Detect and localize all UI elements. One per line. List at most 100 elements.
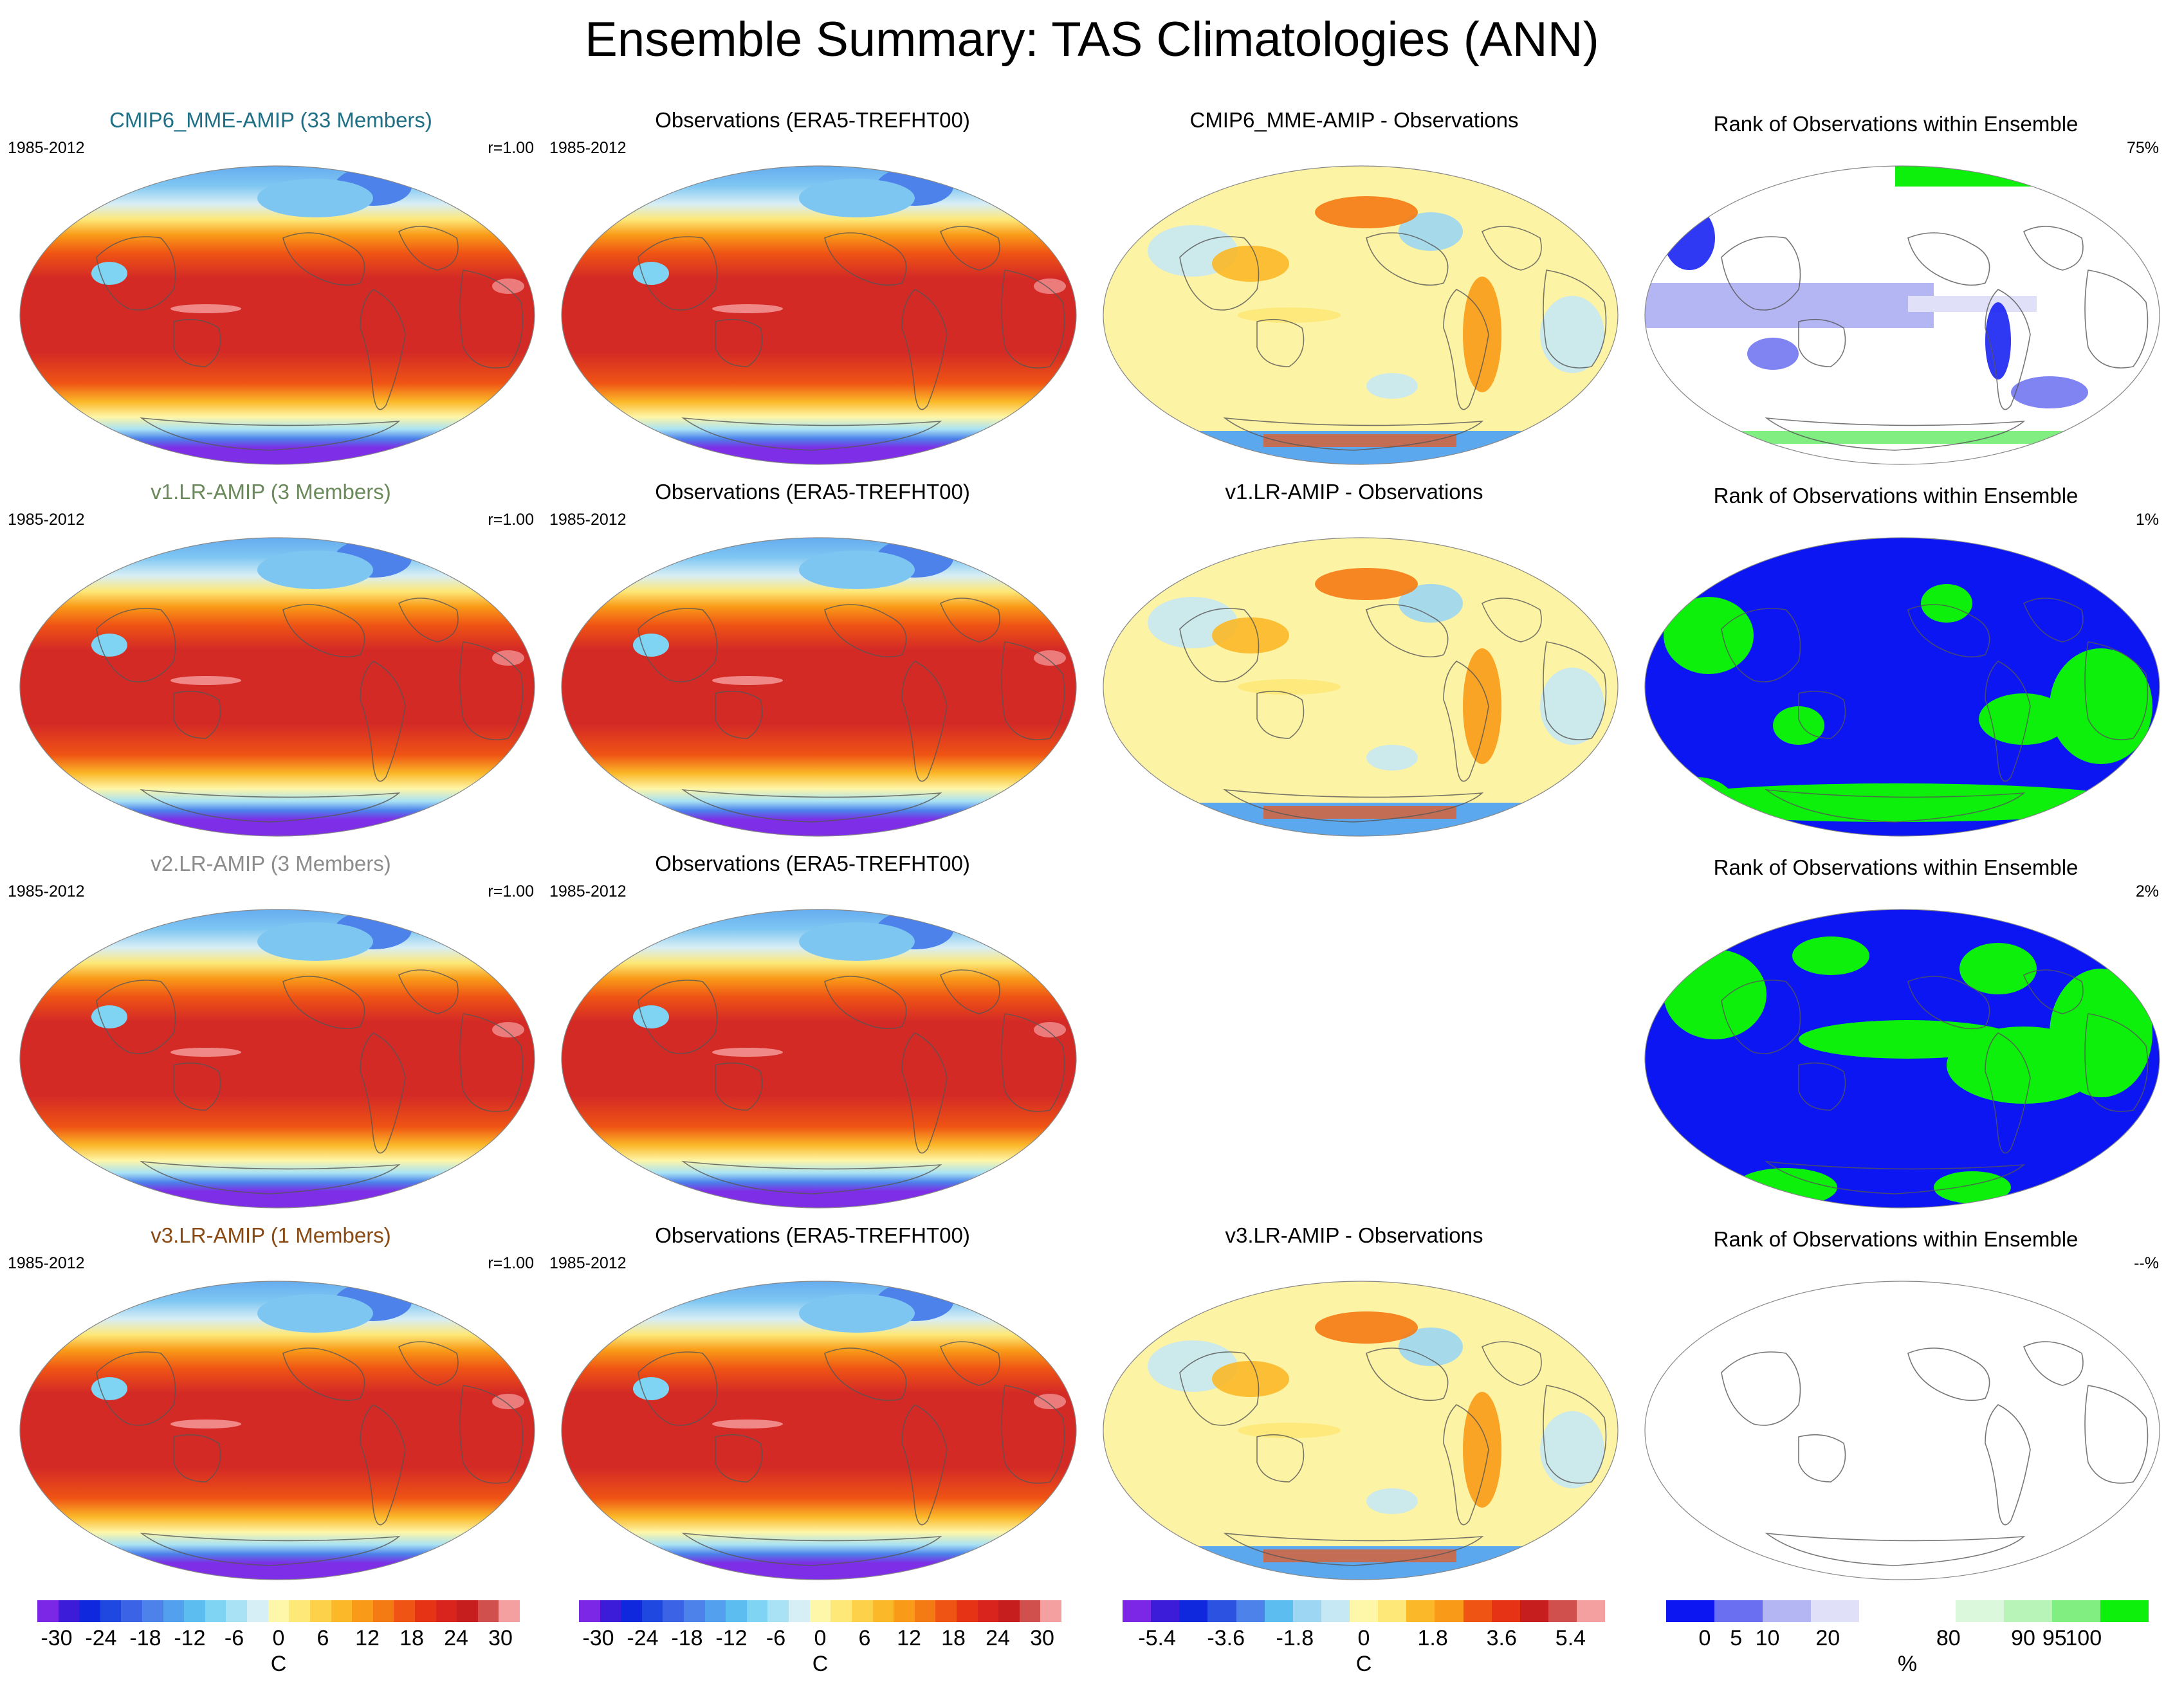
coastline [1481, 1341, 1542, 1386]
cold-region-tibet [91, 1377, 127, 1400]
diff-anomaly [1399, 1328, 1463, 1366]
map-diff [1103, 1281, 1619, 1580]
year-range: 1985-2012 [8, 511, 85, 529]
warm-pool-highlight [712, 676, 783, 685]
rank-cluster-high [1792, 936, 1869, 975]
map-abs [19, 1281, 535, 1580]
coastline [1985, 1032, 2031, 1154]
map-abs [561, 909, 1077, 1209]
coastline [1366, 1347, 1449, 1401]
map-field [562, 1281, 1076, 1580]
coastline [173, 1062, 221, 1111]
tas-field [20, 1281, 535, 1580]
cold-region-arctic [257, 1294, 373, 1333]
coastline [173, 1434, 221, 1483]
rank-cluster-high [1979, 693, 2069, 745]
rank-band-low [1908, 296, 2037, 312]
rank-cluster-high [1657, 777, 1734, 828]
colorbar-unit: C [1355, 1652, 1372, 1676]
coastline [1543, 641, 1607, 740]
coastline [96, 236, 176, 311]
map-border [561, 1281, 1077, 1580]
warm-pool-highlight [712, 1420, 783, 1429]
coastline [282, 232, 365, 286]
colorbar-tick-label: -24 [85, 1626, 117, 1650]
panel-title: Observations (ERA5-TREFHT00) [655, 108, 970, 132]
map-field [20, 538, 535, 836]
diff-anomaly [1366, 1488, 1418, 1514]
coastline [282, 1347, 365, 1401]
colorbar-segment [851, 1600, 873, 1622]
map-border [1103, 537, 1619, 837]
colorbar-segment [1321, 1600, 1350, 1622]
colorbar-segment [1577, 1600, 1606, 1622]
colorbar-unit: C [270, 1652, 287, 1676]
diff-anomaly [1366, 373, 1418, 399]
colorbar-tick-label: 5 [1730, 1626, 1743, 1650]
colorbar-tick-label: 95 [2042, 1626, 2067, 1650]
coastline [939, 226, 1000, 271]
colorbar-segment [268, 1600, 289, 1622]
pattern-correlation: r=1.00 [488, 882, 534, 900]
warm-region-sahara [492, 650, 524, 666]
panel-cmip6-obs: Observations (ERA5-TREFHT00) 1985-2012 [542, 103, 1083, 465]
coastline [1179, 236, 1260, 311]
coastline [901, 289, 948, 410]
tas-field [562, 1281, 1076, 1580]
map-field [20, 909, 535, 1208]
rank-cluster-high [1934, 1171, 2011, 1203]
coastline [459, 1385, 524, 1484]
colorbar-segment [1666, 1600, 1714, 1622]
coastline [2023, 969, 2084, 1014]
colorbar-segment [579, 1600, 600, 1622]
cold-region-arctic [799, 1294, 915, 1333]
rank-cluster-high [1664, 597, 1754, 674]
map-abs [19, 537, 535, 837]
year-range: 1985-2012 [8, 1254, 85, 1272]
coastline [282, 976, 365, 1030]
coastline [1543, 1385, 1607, 1484]
diff-anomaly [1315, 1311, 1418, 1344]
map-border [561, 165, 1077, 465]
warm-region-sahara [492, 278, 524, 294]
coastline [1798, 1434, 1846, 1483]
colorbar-tick-label: 3.6 [1486, 1626, 1517, 1650]
colorbar-segment [1956, 1600, 2004, 1622]
map-field [1645, 909, 2160, 1208]
panel-cmip6-model: CMIP6_MME-AMIP (33 Members) 1985-2012 r=… [0, 103, 542, 465]
warm-pool-highlight [170, 676, 241, 685]
coastline [1223, 1532, 1484, 1566]
coastline [2084, 1385, 2149, 1484]
colorbar-tick-label: 0 [272, 1626, 285, 1650]
colorbar-segment [1491, 1600, 1520, 1622]
coastline [1765, 417, 2026, 451]
coastline [1443, 1404, 1489, 1526]
colorbar-segment [436, 1600, 457, 1622]
colorbar-segment [414, 1600, 436, 1622]
warm-pool-highlight [170, 304, 241, 313]
colorbar-diff: -5.4 -3.6 -1.8 0 1.8 3.6 5.4 C [1123, 1600, 1606, 1677]
panel-title: v1.LR-AMIP - Observations [1225, 480, 1483, 504]
map-diff [1103, 165, 1619, 465]
coastline [638, 1351, 718, 1426]
pattern-correlation: r=1.00 [488, 511, 534, 529]
rank-cluster [2011, 376, 2088, 408]
colorbar-segment [205, 1600, 226, 1622]
colorbar-segment [641, 1600, 663, 1622]
panel-title: Observations (ERA5-TREFHT00) [655, 480, 970, 504]
colorbar-tick-label: 6 [858, 1626, 871, 1650]
colorbar-tick-label: -1.8 [1276, 1626, 1314, 1650]
colorbar-segment [394, 1600, 415, 1622]
map-abs [561, 165, 1077, 465]
diff-anomaly [1399, 212, 1463, 251]
rank-band-low [1645, 283, 1934, 328]
coastline [360, 1032, 406, 1154]
colorbar-segment [1463, 1600, 1492, 1622]
colorbar-tick-label: -30 [41, 1626, 73, 1650]
cold-region-arctic [257, 922, 373, 961]
colorbar-segment [1714, 1600, 1763, 1622]
coastline [2023, 598, 2084, 643]
colorbar-rank: 0 5 10 20 80 90 95 100% [1666, 1600, 2149, 1677]
coastline [2084, 269, 2149, 369]
diff-anomaly [1315, 568, 1418, 600]
